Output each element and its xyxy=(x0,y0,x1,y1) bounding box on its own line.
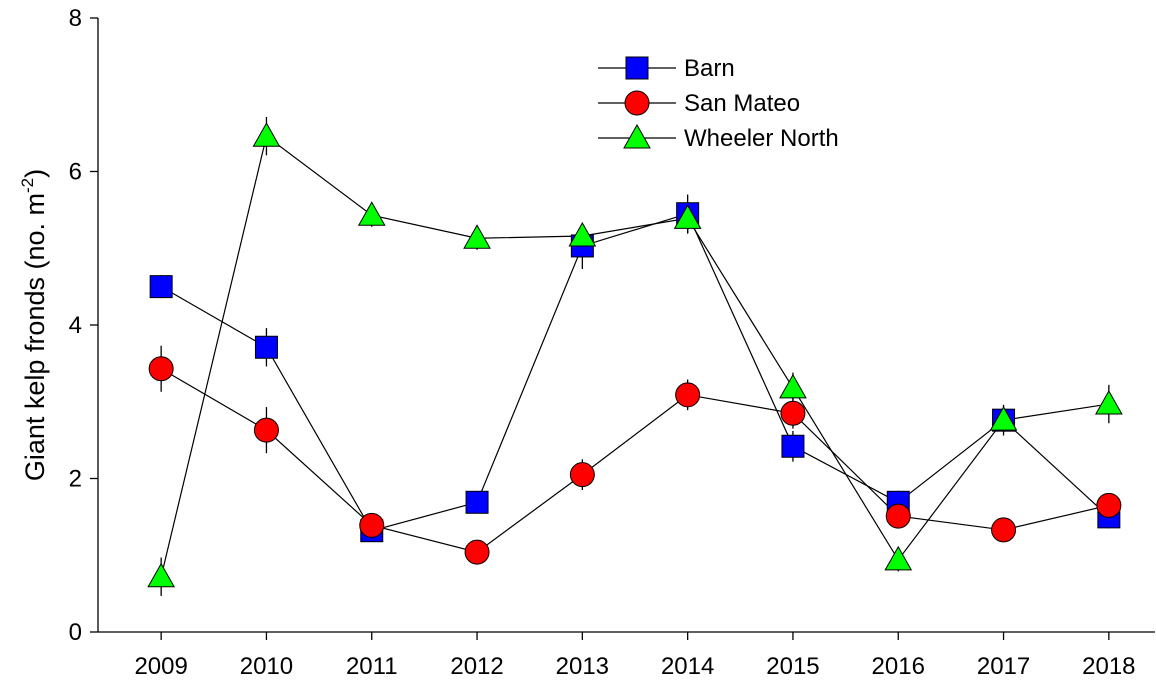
y-axis-label-suffix: ) xyxy=(20,169,50,178)
y-tick-label: 8 xyxy=(69,5,82,32)
data-point xyxy=(464,539,490,565)
legend-marker xyxy=(623,123,651,149)
data-point xyxy=(779,373,807,399)
x-tick-label: 2014 xyxy=(661,653,714,680)
y-tick-label: 0 xyxy=(69,619,82,646)
data-point xyxy=(781,434,805,458)
data-point xyxy=(149,275,173,299)
legend-label: Barn xyxy=(684,55,735,82)
data-point xyxy=(991,517,1017,543)
data-point xyxy=(147,562,176,588)
y-axis-label-superscript: -2 xyxy=(18,178,37,193)
legend-marker xyxy=(625,56,649,80)
data-point xyxy=(885,503,911,529)
series-line xyxy=(160,368,1109,553)
data-point xyxy=(465,490,489,514)
x-tick-label: 2016 xyxy=(872,653,925,680)
x-tick-label: 2015 xyxy=(766,653,819,680)
data-point xyxy=(884,545,913,571)
y-tick-label: 2 xyxy=(69,466,82,493)
x-tick-label: 2011 xyxy=(346,653,398,680)
data-point xyxy=(780,400,806,426)
data-point xyxy=(463,224,491,249)
data-point xyxy=(989,406,1018,431)
data-point xyxy=(148,356,174,382)
y-axis-label: Giant kelp fronds (no. m-2) xyxy=(18,169,50,481)
y-tick-label: 4 xyxy=(69,312,82,339)
x-tick-label: 2017 xyxy=(977,653,1030,680)
data-point xyxy=(254,335,278,359)
data-point xyxy=(253,417,279,443)
data-point xyxy=(675,382,701,408)
x-tick-label: 2012 xyxy=(450,653,503,680)
data-point xyxy=(569,462,595,488)
series-line xyxy=(160,135,1109,577)
data-point xyxy=(359,512,385,538)
legend-marker xyxy=(624,90,650,116)
x-tick-label: 2009 xyxy=(134,653,187,680)
x-tick-label: 2010 xyxy=(240,653,293,680)
x-tick-label: 2018 xyxy=(1082,653,1135,680)
x-tick-label: 2013 xyxy=(556,653,609,680)
data-point xyxy=(673,204,702,229)
data-point xyxy=(357,201,386,226)
data-point xyxy=(252,122,281,147)
legend-label: San Mateo xyxy=(684,90,800,117)
y-axis-label-text: Giant kelp fronds (no. m xyxy=(20,193,50,481)
series-line xyxy=(160,212,1110,532)
y-tick-label: 6 xyxy=(69,159,82,186)
data-point xyxy=(1096,492,1122,518)
data-point xyxy=(568,221,597,247)
legend-label: Wheeler North xyxy=(684,125,839,152)
data-point xyxy=(1094,390,1123,415)
